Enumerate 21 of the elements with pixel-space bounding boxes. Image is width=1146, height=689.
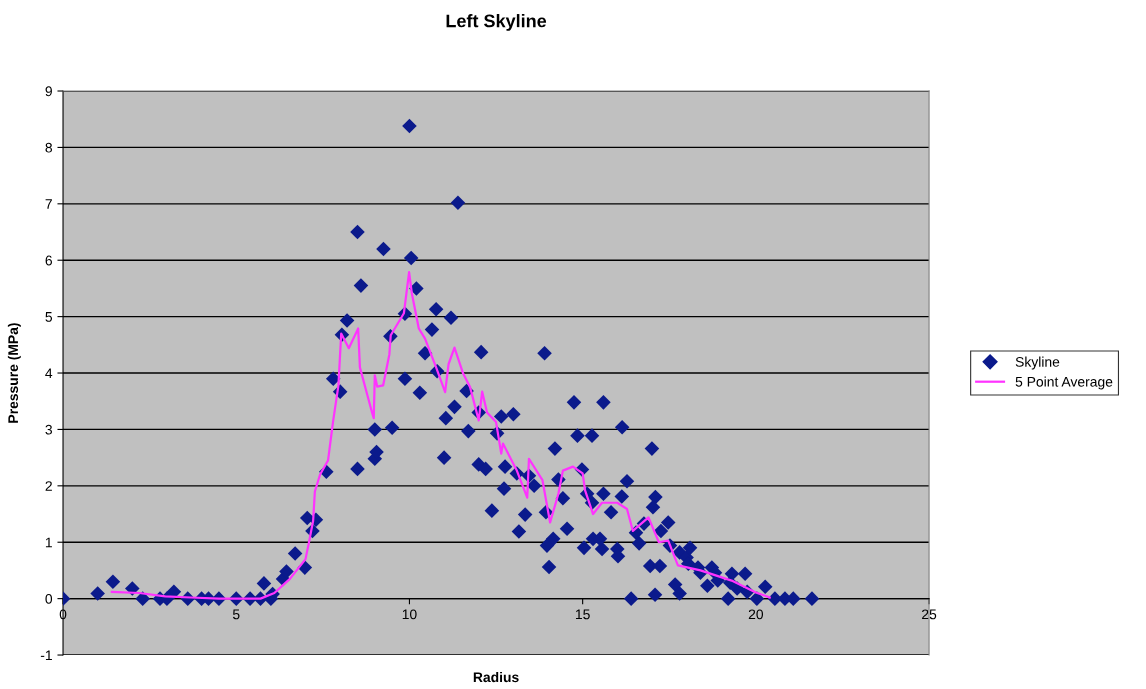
- x-axis-title: Radius: [473, 671, 519, 683]
- y-tick-label: 2: [45, 481, 52, 491]
- legend-label: 5 Point Average: [1015, 376, 1113, 390]
- y-tick-label: 0: [45, 593, 53, 604]
- x-tick-label: 25: [922, 609, 937, 620]
- y-axis-title: Pressure (MPa): [7, 323, 21, 423]
- y-tick-label: 5: [45, 312, 53, 322]
- y-tick-label: -1: [40, 650, 52, 661]
- x-tick-label: 20: [748, 609, 764, 620]
- y-tick-label: 9: [45, 86, 52, 97]
- legend-label: Skyline: [1015, 356, 1060, 370]
- y-tick-label: 6: [45, 255, 52, 266]
- y-tick-label: 7: [45, 199, 52, 209]
- y-tick-label: 1: [45, 537, 52, 548]
- x-tick-label: 5: [232, 609, 240, 620]
- chart-title: Left Skyline: [446, 14, 547, 31]
- x-tick-label: 10: [402, 609, 417, 620]
- y-tick-label: 3: [45, 424, 52, 435]
- y-tick-label: 4: [45, 368, 53, 379]
- x-tick-label: 15: [575, 609, 590, 620]
- y-tick-label: 8: [45, 142, 53, 153]
